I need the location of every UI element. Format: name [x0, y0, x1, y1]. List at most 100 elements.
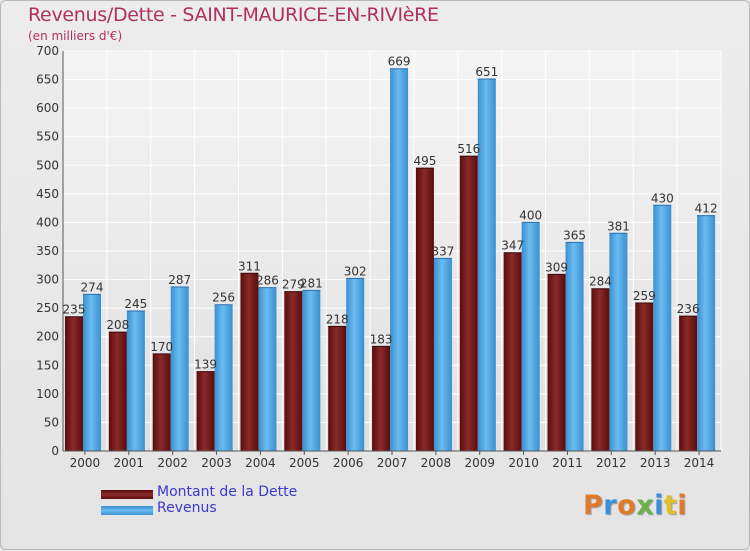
data-label-debt: 516 [457, 142, 480, 156]
proxiti-logo: Proxiti [583, 490, 687, 521]
y-tick-label: 700 [36, 44, 59, 58]
logo-letter: i [654, 490, 664, 521]
y-tick-label: 250 [36, 301, 59, 315]
bar-revenue [126, 311, 145, 451]
bar-revenue [565, 242, 584, 451]
bar-revenue [170, 287, 189, 451]
data-label-debt: 236 [677, 302, 700, 316]
data-label-debt: 208 [106, 318, 129, 332]
bar-debt [284, 291, 303, 451]
y-tick-label: 50 [44, 415, 59, 429]
bar-debt [240, 273, 259, 451]
bar-revenue [433, 258, 452, 451]
bar-debt [152, 353, 171, 451]
logo-letter: o [617, 490, 637, 521]
data-label-revenue: 430 [651, 191, 674, 205]
data-label-revenue: 651 [475, 65, 498, 79]
x-tick-label: 2011 [552, 456, 583, 470]
data-label-revenue: 365 [563, 228, 586, 242]
data-label-debt: 495 [413, 154, 436, 168]
logo-letter: r [603, 490, 618, 521]
data-label-debt: 139 [194, 358, 217, 372]
data-label-revenue: 286 [256, 274, 279, 288]
bar-revenue [390, 68, 409, 451]
bar-revenue [214, 304, 233, 451]
data-label-debt: 218 [326, 312, 349, 326]
bar-debt [547, 274, 566, 451]
data-label-revenue: 274 [81, 280, 104, 294]
logo-letter: i [677, 490, 688, 521]
chart-subtitle: (en milliers d'€) [28, 29, 123, 43]
data-label-revenue: 669 [388, 55, 411, 69]
bar-debt [679, 316, 698, 451]
data-label-revenue: 256 [212, 291, 235, 305]
bar-revenue [521, 222, 540, 451]
data-label-debt: 347 [501, 239, 524, 253]
bar-revenue [609, 233, 628, 451]
bar-revenue [83, 294, 101, 451]
y-tick-label: 650 [36, 73, 59, 87]
bar-revenue [346, 278, 365, 451]
x-tick-label: 2003 [201, 456, 232, 470]
bar-revenue [302, 290, 321, 451]
bar-revenue [697, 215, 716, 451]
x-tick-label: 2012 [596, 456, 627, 470]
legend-swatch-revenue [101, 506, 153, 515]
bar-debt [591, 288, 610, 451]
y-tick-label: 100 [36, 387, 59, 401]
y-tick-label: 550 [36, 130, 59, 144]
bar-revenue [477, 79, 496, 451]
y-tick-label: 500 [36, 158, 59, 172]
x-tick-label: 2007 [377, 456, 408, 470]
x-tick-label: 2005 [289, 456, 320, 470]
y-tick-label: 600 [36, 101, 59, 115]
legend-swatch-debt [101, 490, 153, 499]
bar-debt [635, 303, 654, 451]
chart-title: Revenus/Dette - SAINT-MAURICE-EN-RIVIèRE [28, 4, 439, 26]
bar-debt [459, 156, 478, 451]
y-tick-label: 400 [36, 215, 59, 229]
data-label-revenue: 245 [124, 297, 147, 311]
bar-debt [415, 168, 434, 451]
y-tick-label: 150 [36, 358, 59, 372]
data-label-revenue: 281 [300, 276, 323, 290]
x-tick-label: 2001 [114, 456, 145, 470]
data-label-debt: 259 [633, 289, 656, 303]
legend-label-revenue: Revenus [157, 500, 217, 516]
data-label-debt: 279 [282, 278, 305, 292]
data-label-revenue: 381 [607, 219, 630, 233]
x-tick-label: 2006 [333, 456, 364, 470]
x-tick-label: 2004 [245, 456, 276, 470]
bar-debt [196, 371, 215, 451]
data-label-debt: 170 [150, 340, 173, 354]
x-tick-label: 2010 [508, 456, 539, 470]
legend-label-debt: Montant de la Dette [157, 484, 298, 500]
data-label-debt: 309 [545, 260, 568, 274]
bar-debt [503, 252, 522, 451]
x-tick-label: 2000 [70, 456, 101, 470]
data-label-revenue: 337 [431, 244, 454, 258]
x-tick-label: 2009 [464, 456, 495, 470]
data-label-debt: 311 [238, 259, 261, 273]
data-label-revenue: 287 [168, 273, 191, 287]
logo-letter: t [663, 490, 678, 521]
x-tick-label: 2013 [640, 456, 671, 470]
y-tick-label: 0 [51, 444, 59, 458]
y-tick-label: 450 [36, 187, 59, 201]
y-tick-label: 300 [36, 273, 59, 287]
data-label-revenue: 412 [695, 202, 718, 216]
data-label-debt: 235 [63, 303, 86, 317]
x-tick-label: 2014 [684, 456, 715, 470]
data-label-debt: 284 [589, 275, 612, 289]
data-label-debt: 183 [370, 332, 393, 346]
data-label-revenue: 400 [519, 208, 542, 222]
bar-debt [328, 326, 347, 451]
bar-debt [65, 316, 83, 451]
x-tick-label: 2002 [157, 456, 188, 470]
x-tick-label: 2008 [421, 456, 452, 470]
bar-revenue [653, 205, 672, 451]
bars-layer [65, 68, 716, 451]
